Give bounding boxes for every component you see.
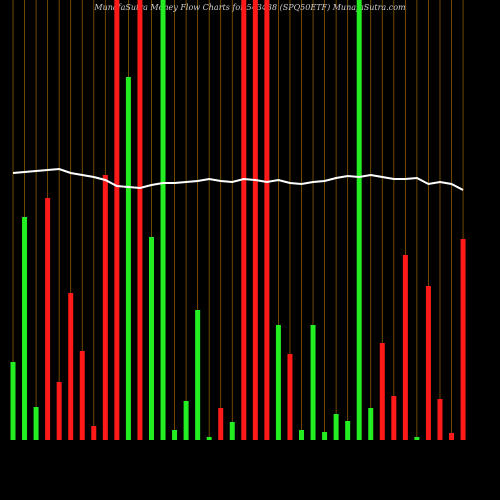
bar	[460, 239, 466, 440]
bar	[68, 293, 74, 440]
bar	[91, 426, 97, 440]
bar	[310, 325, 316, 440]
bar	[183, 401, 189, 440]
bar	[425, 286, 431, 440]
bar	[299, 430, 304, 440]
bar	[137, 0, 143, 440]
bar	[125, 77, 131, 440]
bar	[102, 175, 108, 440]
bar	[275, 325, 281, 440]
bar	[195, 310, 201, 440]
bar	[449, 433, 455, 440]
bar	[287, 354, 293, 440]
bar	[22, 217, 28, 440]
bar	[218, 408, 224, 440]
bar	[114, 0, 120, 440]
bar	[333, 414, 339, 440]
bar	[402, 255, 408, 440]
bar	[10, 362, 16, 440]
money-flow-line	[12, 167, 464, 191]
bar	[391, 396, 397, 440]
bar	[414, 437, 420, 440]
bar	[437, 399, 443, 440]
bar	[160, 0, 166, 440]
bar	[252, 0, 258, 440]
bar	[322, 432, 328, 440]
bar	[368, 408, 374, 440]
bar	[79, 351, 85, 440]
bar	[264, 0, 270, 440]
bar	[379, 343, 385, 440]
bar	[45, 198, 51, 440]
bar	[206, 437, 212, 440]
bar	[33, 407, 39, 440]
bar	[56, 382, 62, 440]
bar	[356, 0, 362, 440]
bar	[229, 422, 235, 440]
bar	[345, 421, 351, 440]
bar	[172, 430, 178, 440]
chart-title: MunafaSutra Money Flow Charts for 543438…	[93, 3, 406, 12]
bar	[148, 237, 154, 440]
bar	[241, 0, 247, 440]
